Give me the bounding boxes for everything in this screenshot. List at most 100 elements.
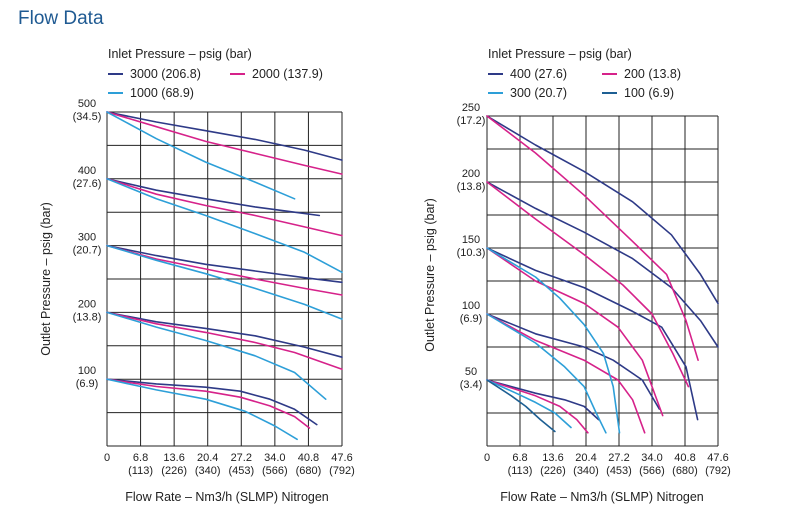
x-tick-label: 40.8 — [674, 452, 695, 464]
legend-label: 3000 (206.8) — [130, 67, 201, 81]
x-tick-label: 13.6 — [163, 452, 184, 464]
x-axis-label: Flow Rate – Nm3/h (SLMP) Nitrogen — [125, 490, 329, 504]
y-tick-sublabel: (13.8) — [73, 311, 102, 323]
chart-1: 0 6.8(113) 13.6(226) 20.4(340) 27.2(453) 34.0… — [39, 47, 355, 504]
series-line — [106, 111, 343, 175]
legend-title: Inlet Pressure – psig (bar) — [108, 47, 252, 61]
x-tick-label: 6.8 — [133, 452, 148, 464]
y-tick-label: 300 — [78, 232, 96, 244]
legend-item: 200 (13.8) — [602, 67, 681, 81]
series-line — [106, 178, 343, 237]
x-tick-label: 20.4 — [197, 452, 218, 464]
x-tick-sublabel: (340) — [195, 465, 221, 477]
x-tick-label: 47.6 — [707, 452, 728, 464]
legend-label: 1000 (68.9) — [130, 86, 194, 100]
x-tick-label: 27.2 — [231, 452, 252, 464]
series-line — [106, 244, 343, 320]
x-tick-sublabel: (340) — [573, 465, 599, 477]
legend-item: 1000 (68.9) — [108, 86, 194, 100]
y-tick-label: 200 — [462, 168, 480, 180]
legend-item: 400 (27.6) — [488, 67, 567, 81]
series-3 — [106, 111, 343, 441]
page-title: Flow Data — [18, 8, 104, 29]
x-tick-sublabel: (226) — [540, 465, 566, 477]
grid — [486, 115, 719, 447]
y-tick-sublabel: (27.6) — [73, 178, 102, 190]
x-tick-label: 0 — [484, 452, 490, 464]
y-tick-sublabel: (10.3) — [457, 247, 486, 259]
x-tick-label: 34.0 — [264, 452, 285, 464]
x-tick-label: 6.8 — [512, 452, 527, 464]
series-line — [106, 311, 343, 371]
y-tick-label: 250 — [462, 102, 480, 114]
y-tick-label: 150 — [462, 234, 480, 246]
series-line — [486, 313, 607, 434]
series-line — [486, 115, 699, 362]
series-line — [486, 247, 664, 417]
legend-label: 100 (6.9) — [624, 86, 674, 100]
series-line — [486, 181, 719, 348]
series-line — [486, 379, 572, 429]
series-4 — [486, 379, 556, 433]
series-1 — [486, 115, 719, 421]
legend-item: 300 (20.7) — [488, 86, 567, 100]
y-tick-label: 200 — [78, 298, 96, 310]
x-tick-label: 20.4 — [575, 452, 596, 464]
series-line — [486, 313, 661, 410]
x-tick-sublabel: (113) — [128, 465, 153, 477]
y-tick-sublabel: (13.8) — [457, 181, 486, 193]
x-tick-sublabel: (113) — [508, 465, 533, 477]
series-3 — [486, 247, 621, 434]
series-line — [486, 379, 589, 434]
x-tick-label: 13.6 — [542, 452, 563, 464]
x-tick-sublabel: (680) — [672, 465, 698, 477]
y-tick-sublabel: (34.5) — [73, 111, 102, 123]
y-tick-sublabel: (3.4) — [460, 379, 483, 391]
legend-title: Inlet Pressure – psig (bar) — [488, 47, 632, 61]
y-axis-label: Outlet Pressure – psig (bar) — [39, 202, 53, 356]
x-tick-sublabel: (226) — [161, 465, 187, 477]
y-tick-sublabel: (6.9) — [76, 378, 99, 390]
series-line — [106, 178, 343, 274]
x-tick-label: 40.8 — [298, 452, 319, 464]
grid — [106, 111, 343, 447]
series-line — [106, 244, 343, 296]
x-tick-sublabel: (453) — [606, 465, 632, 477]
y-tick-label: 50 — [465, 366, 477, 378]
series-line — [486, 247, 699, 421]
legend-item: 3000 (206.8) — [108, 67, 201, 81]
x-tick-sublabel: (792) — [705, 465, 731, 477]
x-tick-label: 0 — [104, 452, 110, 464]
y-tick-label: 500 — [78, 98, 96, 110]
series-line — [106, 244, 343, 284]
series-line — [486, 181, 690, 388]
series-line — [106, 178, 321, 217]
series-line — [106, 378, 311, 429]
series-line — [106, 378, 298, 441]
legend-label: 200 (13.8) — [624, 67, 681, 81]
y-axis-label: Outlet Pressure – psig (bar) — [423, 198, 437, 352]
series-2 — [486, 115, 699, 434]
series-line — [486, 313, 646, 434]
series-line — [486, 379, 600, 421]
x-tick-label: 34.0 — [641, 452, 662, 464]
series-line — [106, 311, 343, 359]
chart-2: 0 6.8(113) 13.6(226) 20.4(340) 27.2(453) 34.0… — [423, 47, 731, 504]
legend-label: 2000 (137.9) — [252, 67, 323, 81]
x-tick-sublabel: (566) — [639, 465, 665, 477]
x-tick-label: 27.2 — [608, 452, 629, 464]
series-1 — [106, 111, 343, 426]
legend-label: 300 (20.7) — [510, 86, 567, 100]
series-line — [486, 247, 621, 434]
y-tick-label: 100 — [462, 300, 480, 312]
x-tick-sublabel: (680) — [296, 465, 322, 477]
series-line — [106, 311, 327, 401]
y-tick-sublabel: (17.2) — [457, 115, 486, 127]
series-line — [486, 115, 719, 305]
y-tick-label: 400 — [78, 165, 96, 177]
y-tick-label: 100 — [78, 365, 96, 377]
legend-item: 100 (6.9) — [602, 86, 674, 100]
y-tick-sublabel: (6.9) — [460, 313, 483, 325]
y-tick-sublabel: (20.7) — [73, 245, 102, 257]
